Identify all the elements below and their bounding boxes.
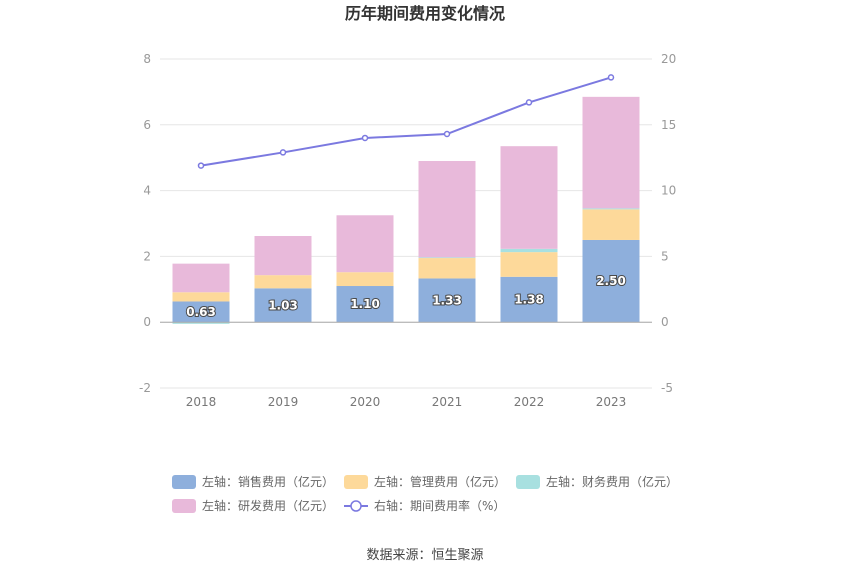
bar-admin-2019 bbox=[254, 275, 312, 289]
ratio-line-path bbox=[200, 76, 612, 167]
right-tick-label: 15 bbox=[661, 118, 676, 132]
bar-data-label: 1.03 bbox=[268, 298, 298, 312]
left-axis: -2 0 2 4 6 8 bbox=[139, 52, 151, 395]
left-tick-label: 2 bbox=[143, 249, 151, 263]
bar-sales-2020 bbox=[336, 286, 394, 323]
x-tick-label: 2018 bbox=[186, 395, 217, 409]
right-tick-label: 10 bbox=[661, 184, 676, 198]
bar-sales-2023 bbox=[582, 239, 640, 323]
legend-swatch bbox=[344, 475, 368, 489]
ratio-point bbox=[607, 74, 615, 81]
left-tick-label: 0 bbox=[143, 315, 151, 329]
left-tick-label: 6 bbox=[143, 118, 151, 132]
legend-label: 左轴：财务费用（亿元） bbox=[546, 474, 678, 489]
left-tick-label: -2 bbox=[139, 381, 151, 395]
bar-finance-2023 bbox=[582, 208, 640, 210]
bars: 0.63 1.03 1.10 1.33 1.38 2.50 bbox=[160, 96, 652, 324]
ratio-point bbox=[443, 130, 451, 138]
legend-label: 左轴：管理费用（亿元） bbox=[374, 474, 506, 489]
ratio-point bbox=[279, 149, 287, 156]
bar-finance-2022 bbox=[500, 248, 558, 253]
legend[interactable]: 左轴：销售费用（亿元） 左轴：管理费用（亿元） 左轴：财务费用（亿元） 左轴：研发费用… bbox=[172, 474, 678, 513]
bar-data-label: 1.38 bbox=[514, 292, 544, 306]
grid bbox=[160, 58, 652, 389]
source-note: 数据来源：恒生聚源 bbox=[366, 548, 483, 563]
right-axis: -5 0 5 10 15 20 bbox=[661, 52, 676, 395]
bar-rd-2019 bbox=[254, 236, 312, 276]
bar-data-label: 2.50 bbox=[596, 274, 626, 288]
legend-swatch bbox=[172, 475, 196, 489]
bar-rd-2023 bbox=[582, 96, 640, 209]
bar-data-label: 1.10 bbox=[350, 297, 380, 311]
x-tick-label: 2022 bbox=[514, 395, 545, 409]
right-tick-label: 20 bbox=[661, 52, 676, 66]
x-tick-label: 2021 bbox=[432, 395, 463, 409]
x-tick-label: 2020 bbox=[350, 395, 381, 409]
x-tick-label: 2019 bbox=[268, 395, 299, 409]
bar-admin-2021 bbox=[418, 258, 476, 279]
bar-rd-2018 bbox=[172, 263, 230, 293]
legend-label: 右轴：期间费用率（%） bbox=[374, 498, 505, 513]
ratio-point bbox=[525, 99, 533, 106]
bar-sales-2022 bbox=[500, 276, 558, 323]
bar-sales-2019 bbox=[254, 288, 312, 323]
legend-swatch bbox=[516, 475, 540, 489]
ratio-point bbox=[361, 134, 369, 142]
bar-sales-2018 bbox=[172, 301, 230, 323]
bar-admin-2023 bbox=[582, 209, 640, 240]
bar-rd-2021 bbox=[418, 160, 476, 258]
right-tick-label: 5 bbox=[661, 249, 669, 263]
ratio-point bbox=[197, 162, 205, 169]
ratio-line bbox=[197, 74, 615, 169]
right-tick-label: -5 bbox=[661, 381, 673, 395]
bar-rd-2020 bbox=[336, 215, 394, 273]
legend-swatch-marker bbox=[350, 500, 362, 512]
chart-title: 历年期间费用变化情况 bbox=[345, 4, 505, 23]
legend-label: 左轴：销售费用（亿元） bbox=[202, 474, 334, 489]
legend-label: 左轴：研发费用（亿元） bbox=[202, 498, 334, 513]
bar-finance-2018 bbox=[172, 322, 230, 324]
x-tick-label: 2023 bbox=[596, 395, 627, 409]
bar-data-label: 0.63 bbox=[186, 305, 216, 319]
bar-rd-2022 bbox=[500, 146, 558, 249]
bar-admin-2018 bbox=[172, 292, 230, 302]
bar-admin-2020 bbox=[336, 272, 394, 287]
legend-swatch bbox=[172, 499, 196, 513]
bar-data-label: 1.33 bbox=[432, 293, 462, 307]
left-tick-label: 8 bbox=[143, 52, 151, 66]
right-tick-label: 0 bbox=[661, 315, 669, 329]
bar-finance-2021 bbox=[418, 257, 476, 259]
x-axis: 2018 2019 2020 2021 2022 2023 bbox=[186, 395, 627, 409]
bar-sales-2021 bbox=[418, 278, 476, 323]
left-tick-label: 4 bbox=[143, 184, 151, 198]
bar-admin-2022 bbox=[500, 252, 558, 277]
